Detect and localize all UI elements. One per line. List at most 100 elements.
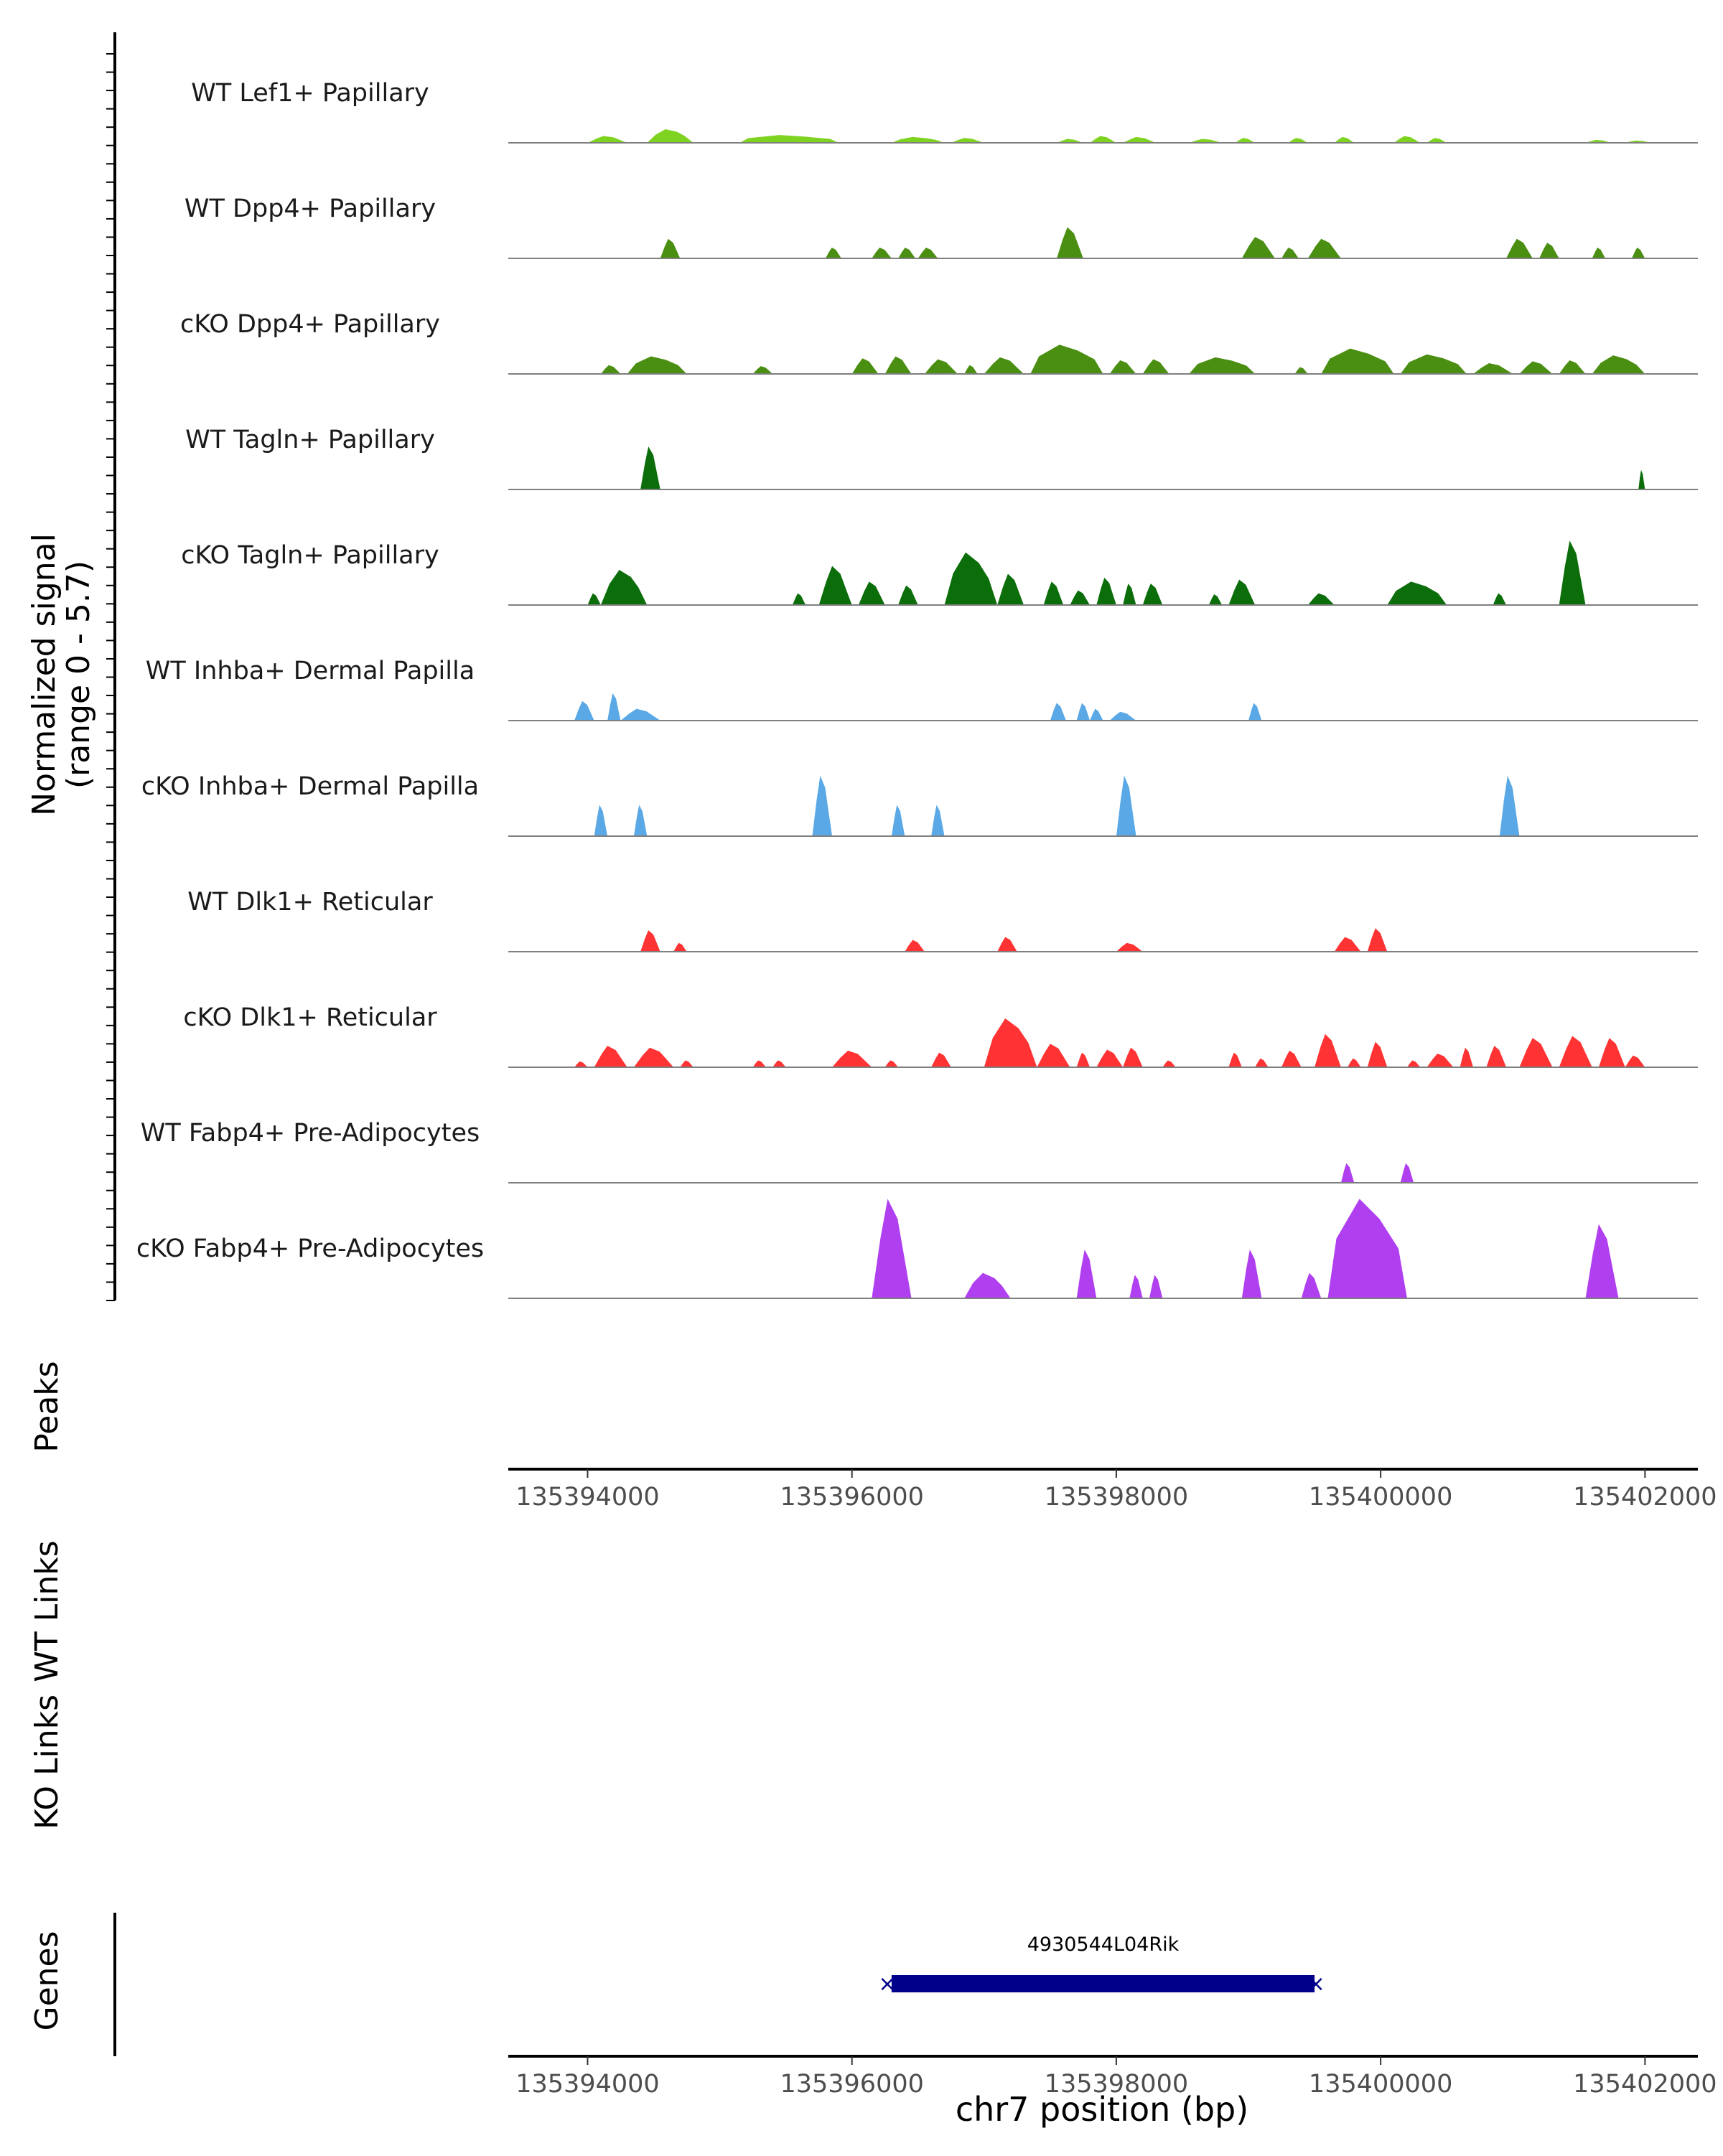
signal-peak <box>1321 348 1394 374</box>
signal-peak <box>1129 1275 1143 1298</box>
signal-peak <box>772 1060 786 1067</box>
signal-peak <box>1123 583 1136 605</box>
signal-peak <box>1406 1060 1421 1067</box>
signal-peak <box>1235 138 1256 143</box>
signal-peak <box>1142 583 1163 605</box>
signal-peak <box>1625 1055 1645 1067</box>
signal-peak <box>1255 1058 1269 1067</box>
track-label: WT Dpp4+ Papillary <box>185 194 436 223</box>
signal-peak <box>1228 579 1256 605</box>
signal-peak <box>680 1060 694 1067</box>
strand-marker: × <box>1307 1972 1325 1997</box>
signal-peak <box>1288 138 1308 143</box>
track-label: cKO Dpp4+ Papillary <box>180 310 440 339</box>
signal-peak <box>1486 1046 1507 1067</box>
x-axis-title: chr7 position (bp) <box>956 2090 1248 2129</box>
signal-peak <box>1057 227 1083 258</box>
signal-peak <box>917 248 938 258</box>
track-8: cKO Dlk1+ Reticular <box>183 1003 1698 1068</box>
signal-peak <box>1030 345 1103 374</box>
signal-peak <box>1367 1041 1388 1067</box>
signal-peak <box>1367 928 1388 952</box>
x-tick-label: 135400000 <box>1309 2070 1452 2099</box>
signal-peak <box>1281 248 1299 258</box>
track-label: cKO Inhba+ Dermal Papilla <box>141 772 479 801</box>
signal-peak <box>594 1046 627 1067</box>
signal-peak <box>594 805 608 836</box>
wt-links-track-label: WT Links <box>29 1540 65 1682</box>
signal-peak <box>607 693 621 721</box>
track-label: WT Tagln+ Papillary <box>185 426 435 454</box>
signal-peak <box>891 136 945 143</box>
signal-peak <box>1519 1038 1553 1067</box>
signal-peak <box>1315 1034 1341 1067</box>
signal-peak <box>1096 577 1116 605</box>
signal-peak <box>1037 1044 1070 1067</box>
x-tick-label: 135402000 <box>1573 2070 1717 2099</box>
x-tick-label: 135394000 <box>515 1483 659 1511</box>
track-5: WT Inhba+ Dermal Papilla <box>146 657 1698 721</box>
signal-peak <box>1506 238 1533 258</box>
signal-peak <box>1123 136 1157 143</box>
genes-track-label: Genes <box>29 1931 65 2030</box>
signal-peak <box>1592 248 1606 258</box>
signal-peak <box>1348 1058 1361 1067</box>
signal-peak <box>1116 775 1136 836</box>
signal-peak <box>1043 581 1064 605</box>
y-axis-title-line2: (range 0 - 5.7) <box>60 561 97 789</box>
peaks-track-label: Peaks <box>29 1361 65 1452</box>
track-label: cKO Tagln+ Papillary <box>181 541 439 570</box>
signal-peak <box>1301 1272 1322 1298</box>
signal-peak <box>1057 139 1083 143</box>
track-label: WT Dlk1+ Reticular <box>187 888 433 917</box>
signal-peak <box>673 942 687 952</box>
signal-peak <box>1585 139 1612 143</box>
signal-peak <box>1559 360 1586 374</box>
signal-peak <box>1400 354 1467 374</box>
signal-peak <box>891 805 905 836</box>
signal-peak <box>1327 1199 1407 1298</box>
genes-track: × × 4930544L04Rik <box>113 1913 1325 2056</box>
signal-peak <box>872 248 892 258</box>
signal-peak <box>1638 469 1645 489</box>
signal-peak <box>600 365 621 374</box>
track-10: cKO Fabp4+ Pre-Adipocytes <box>136 1199 1698 1299</box>
signal-peak <box>640 930 660 952</box>
signal-peak <box>951 138 984 143</box>
signal-peak <box>858 581 885 605</box>
signal-peak <box>739 135 839 143</box>
signal-peak <box>818 566 852 605</box>
signal-peak <box>1400 1163 1414 1183</box>
track-label: WT Inhba+ Dermal Papilla <box>146 657 475 685</box>
signal-peak <box>587 593 601 605</box>
signal-peak <box>1473 363 1513 374</box>
signal-peak <box>1248 703 1262 721</box>
signal-peak <box>964 1272 1011 1298</box>
signal-peak <box>1559 540 1586 605</box>
signal-peak <box>884 1060 899 1067</box>
signal-peak <box>825 248 841 258</box>
signal-peak <box>752 1060 767 1067</box>
track-1: WT Dpp4+ Papillary <box>185 194 1698 259</box>
signal-peak <box>1393 136 1421 143</box>
signal-peak <box>1090 136 1116 143</box>
signal-peak <box>600 570 648 605</box>
signal-peak <box>832 1050 872 1067</box>
signal-peak <box>1050 703 1066 721</box>
signal-peak <box>931 1052 951 1067</box>
signal-peak <box>851 358 879 374</box>
x-tick-label: 135396000 <box>780 2070 923 2099</box>
signal-peak <box>1427 1053 1454 1067</box>
track-0: WT Lef1+ Papillary <box>191 79 1698 144</box>
signal-peak <box>1090 708 1103 721</box>
signal-peak <box>1189 139 1223 143</box>
signal-peak <box>1076 703 1091 721</box>
signal-peak <box>984 1018 1037 1067</box>
track-label: cKO Fabp4+ Pre-Adipocytes <box>136 1234 484 1263</box>
signal-peak <box>633 1047 674 1067</box>
signal-peak <box>1334 136 1355 143</box>
signal-peak <box>1241 1250 1262 1298</box>
x-tick-label: 135398000 <box>1045 1483 1188 1511</box>
signal-peak <box>931 805 945 836</box>
